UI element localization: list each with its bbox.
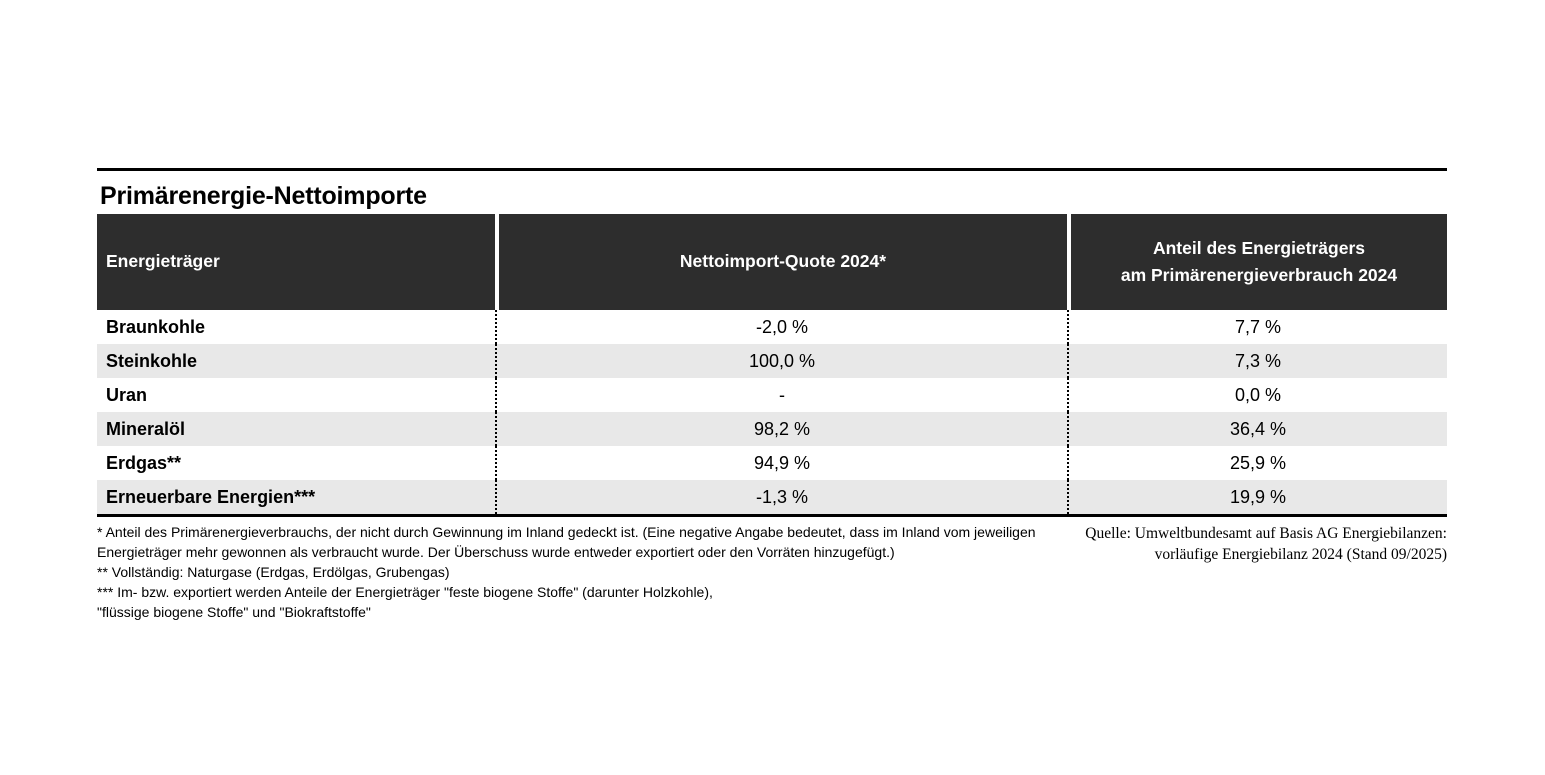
table-row-mineraloel: Mineralöl 98,2 % 36,4 % xyxy=(97,412,1447,446)
quota-cell: 100,0 % xyxy=(495,344,1067,378)
share-cell: 25,9 % xyxy=(1067,446,1447,480)
source-attribution: Quelle: Umweltbundesamt auf Basis AG Ene… xyxy=(1085,522,1447,565)
carrier-cell: Steinkohle xyxy=(106,350,198,371)
header-label-anteil: Anteil des Energieträgers am Primärenerg… xyxy=(1121,235,1397,289)
carrier-cell: Erneuerbare Energien*** xyxy=(106,486,316,507)
table-row-erdgas: Erdgas** 94,9 % 25,9 % xyxy=(97,446,1447,480)
carrier-cell: Braunkohle xyxy=(106,316,206,337)
footnote-line: "flüssige biogene Stoffe" und "Biokrafts… xyxy=(97,604,371,620)
footnote-line: ** Vollständig: Naturgase (Erdgas, Erdöl… xyxy=(97,564,450,580)
footnote-line: * Anteil des Primärenergieverbrauchs, de… xyxy=(97,524,1036,540)
page-title: Primärenergie-Nettoimporte xyxy=(100,182,427,210)
source-line: vorläufige Energiebilanz 2024 (Stand 09/… xyxy=(1154,546,1447,563)
quota-cell: - xyxy=(495,378,1067,412)
carrier-cell: Uran xyxy=(106,384,148,405)
footnote-line: Energieträger mehr gewonnen als verbrauc… xyxy=(97,544,895,560)
header-label-anteil-line2: am Primärenergieverbrauch 2024 xyxy=(1120,265,1398,285)
quota-cell: -2,0 % xyxy=(495,310,1067,344)
table-body: Braunkohle -2,0 % 7,7 % Steinkohle 100,0… xyxy=(97,310,1447,517)
quota-cell: 94,9 % xyxy=(495,446,1067,480)
header-cell-energietraeger: Energieträger xyxy=(97,214,495,310)
header-cell-anteil: Anteil des Energieträgers am Primärenerg… xyxy=(1067,214,1447,310)
footnotes: * Anteil des Primärenergieverbrauchs, de… xyxy=(97,522,1036,622)
share-cell: 0,0 % xyxy=(1067,378,1447,412)
figure-container: Primärenergie-Nettoimporte Energieträger… xyxy=(97,168,1447,622)
footnote-line: *** Im- bzw. exportiert werden Anteile d… xyxy=(97,584,713,600)
header-label-anteil-line1: Anteil des Energieträgers xyxy=(1152,237,1366,258)
carrier-cell: Erdgas** xyxy=(106,452,182,473)
table-header-row: Energieträger Nettoimport-Quote 2024* An… xyxy=(97,214,1447,310)
table-row-erneuerbare-energien: Erneuerbare Energien*** -1,3 % 19,9 % xyxy=(97,480,1447,514)
header-label-energietraeger: Energieträger xyxy=(106,251,220,272)
carrier-cell: Mineralöl xyxy=(106,418,186,439)
share-cell: 19,9 % xyxy=(1067,480,1447,514)
table-row-steinkohle: Steinkohle 100,0 % 7,3 % xyxy=(97,344,1447,378)
title-top-rule xyxy=(97,168,1447,171)
quota-cell: -1,3 % xyxy=(495,480,1067,514)
share-cell: 36,4 % xyxy=(1067,412,1447,446)
share-cell: 7,7 % xyxy=(1067,310,1447,344)
header-label-nettoimport-quote: Nettoimport-Quote 2024* xyxy=(679,251,887,272)
table-footer-area: * Anteil des Primärenergieverbrauchs, de… xyxy=(97,522,1447,622)
share-cell: 7,3 % xyxy=(1067,344,1447,378)
table-row-braunkohle: Braunkohle -2,0 % 7,7 % xyxy=(97,310,1447,344)
header-cell-nettoimport-quote: Nettoimport-Quote 2024* xyxy=(495,214,1067,310)
source-line: Quelle: Umweltbundesamt auf Basis AG Ene… xyxy=(1085,525,1447,542)
quota-cell: 98,2 % xyxy=(495,412,1067,446)
table-row-uran: Uran - 0,0 % xyxy=(97,378,1447,412)
